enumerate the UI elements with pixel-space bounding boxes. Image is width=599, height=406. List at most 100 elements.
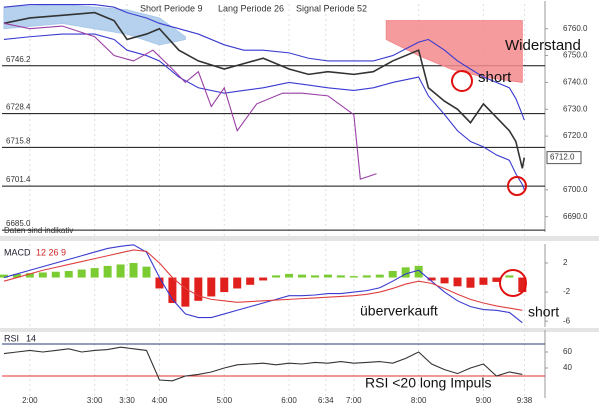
y-tick-label: -6 (563, 316, 571, 325)
y-tick-label: -2 (563, 287, 571, 296)
last-price-label: 6712.0 (550, 153, 575, 162)
x-tick-label: 3:00 (87, 396, 103, 405)
histogram-bar (298, 274, 307, 278)
histogram-bar (453, 277, 462, 287)
histogram-bar (323, 274, 332, 278)
histogram-bar (155, 277, 164, 289)
y-tick-label: 6690.0 (563, 212, 588, 221)
histogram-bar (349, 276, 358, 278)
series-line (3, 22, 377, 180)
histogram-bar (233, 277, 242, 289)
y-tick-label: 6760.0 (563, 24, 588, 33)
x-tick-label: 7:00 (346, 396, 362, 405)
separator (0, 236, 599, 241)
histogram-bar (388, 271, 397, 278)
histogram-bar (285, 273, 294, 278)
histogram-bar (492, 277, 501, 282)
level-label: 6715.8 (6, 137, 31, 146)
y-tick-label: 6750.0 (563, 51, 588, 60)
histogram-bar (0, 274, 8, 278)
histogram-bar (116, 264, 125, 278)
histogram-bar (362, 275, 371, 278)
histogram-bar (375, 274, 384, 278)
histogram-bar (207, 277, 216, 297)
plots: 6760.0 6750.0 6740.0 6730.0 6720.0 6700.0 6690… (0, 1, 588, 405)
panel-params: 14 (26, 333, 36, 343)
highlight-circle (499, 269, 527, 297)
histogram-bar (25, 273, 34, 278)
separator (0, 328, 599, 332)
annotation: RSI <20 long Impuls (365, 375, 491, 391)
x-tick-label: 6:34 (318, 396, 334, 405)
x-tick-label: 6:00 (281, 396, 297, 405)
histogram-bar (479, 277, 488, 285)
series-line (3, 249, 523, 311)
histogram-bar (220, 277, 229, 293)
y-tick-label: 6720.0 (563, 131, 588, 140)
y-tick-label: 6700.0 (563, 185, 588, 194)
panel-params: 12 26 9 (36, 247, 66, 257)
cloud (3, 4, 186, 46)
annotation: Daten sind indikativ (4, 226, 73, 235)
y-tick-label: 40 (563, 363, 572, 372)
legend-text: Lang Periode 26 (218, 3, 284, 13)
x-tick-label: 9:00 (476, 396, 492, 405)
series-line (3, 3, 525, 121)
level-label: 6746.2 (6, 55, 31, 64)
histogram-bar (64, 271, 73, 278)
histogram-bar (336, 275, 345, 278)
highlight-circle (507, 176, 527, 196)
histogram-bar (38, 272, 47, 278)
x-tick-label: 2:00 (22, 396, 38, 405)
level-label: 6685.0 (6, 219, 31, 228)
annotation: überverkauft (360, 303, 438, 319)
histogram-bar (90, 268, 99, 278)
legend-text: Signal Periode 52 (296, 3, 367, 13)
panel-label: RSI (4, 333, 19, 343)
histogram-bar (414, 265, 423, 278)
x-tick-label: 9:38 (517, 396, 533, 405)
series-line (3, 33, 525, 191)
series-line (3, 11, 526, 169)
histogram-bar (142, 266, 151, 278)
cloud (385, 20, 523, 83)
x-tick-label: 3:30 (119, 396, 135, 405)
histogram-bar (129, 263, 138, 278)
histogram-bar (51, 271, 60, 278)
histogram-bar (181, 277, 190, 307)
panel-label: MACD (4, 247, 31, 257)
series-line (3, 346, 523, 382)
y-tick-label: 6740.0 (563, 78, 588, 87)
histogram-bar (518, 277, 527, 293)
x-tick-label: 4:00 (152, 396, 168, 405)
histogram-bar (77, 269, 86, 278)
histogram-bar (466, 277, 475, 288)
histogram-bar (259, 277, 268, 281)
y-tick-label: 2 (563, 258, 568, 267)
y-tick-label: 60 (563, 347, 572, 356)
annotation: short (528, 304, 559, 320)
histogram-bar (505, 275, 514, 278)
highlight-circle (451, 70, 473, 92)
histogram-bar (12, 273, 21, 278)
y-tick-label: 6730.0 (563, 104, 588, 113)
histogram-bar (168, 277, 177, 303)
histogram-bar (246, 277, 255, 285)
x-tick-label: 8:00 (411, 396, 427, 405)
histogram-bar (427, 277, 436, 281)
histogram-bar (194, 277, 203, 301)
histogram-bar (401, 267, 410, 278)
histogram-bar (103, 265, 112, 278)
annotation: Widerstand (505, 37, 581, 54)
histogram-bar (272, 275, 281, 278)
histogram-bar (310, 275, 319, 278)
x-tick-label: 5:00 (216, 396, 232, 405)
legend-text: Short Periode 9 (140, 3, 203, 13)
histogram-bar (440, 277, 449, 284)
level-label: 6728.4 (6, 103, 31, 112)
level-label: 6701.4 (6, 175, 31, 184)
last-price-box (546, 151, 582, 165)
annotation: short (478, 69, 512, 86)
